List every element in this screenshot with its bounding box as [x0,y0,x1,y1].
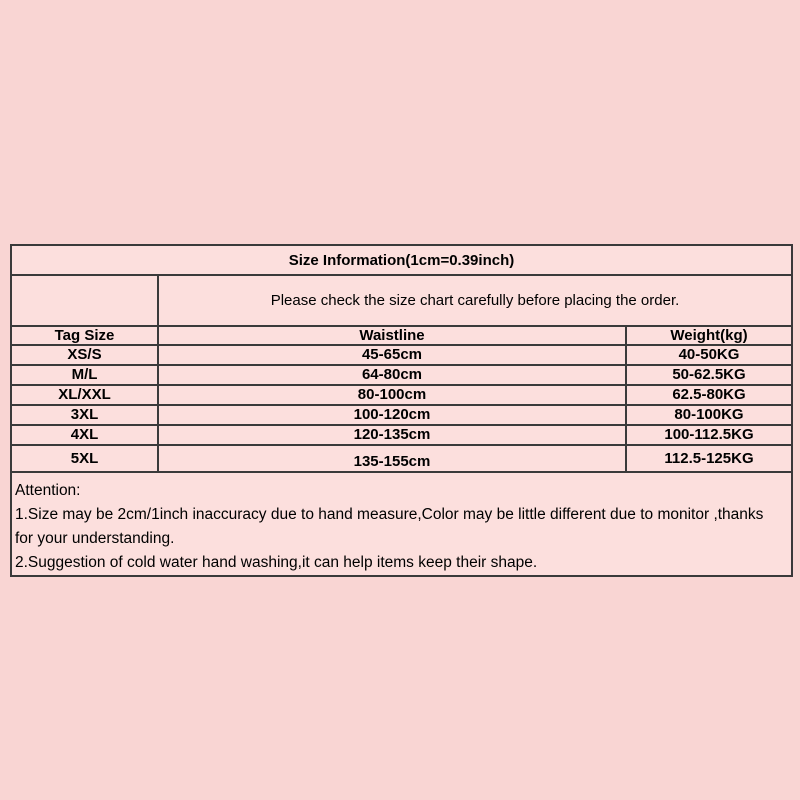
waistline-cell: 80-100cm [157,384,627,406]
header-row: Tag Size Waistline Weight(kg) [10,325,793,346]
weight-cell: 80-100KG [625,404,793,426]
size-row-xl-xxl: XL/XXL 80-100cm 62.5-80KG [10,384,793,406]
notice-text: Please check the size chart carefully be… [157,274,793,327]
weight-cell: 50-62.5KG [625,364,793,386]
tag-size-cell: M/L [10,364,159,386]
size-row-4xl: 4XL 120-135cm 100-112.5KG [10,424,793,446]
column-header-waistline: Waistline [157,325,627,346]
size-row-5xl: 5XL 135-155cm 112.5-125KG [10,444,793,473]
tag-size-cell: 4XL [10,424,159,446]
attention-line-2: 2.Suggestion of cold water hand washing,… [15,554,538,571]
tag-size-cell: XL/XXL [10,384,159,406]
tag-size-cell: 5XL [10,444,159,473]
weight-cell: 40-50KG [625,344,793,366]
column-header-weight: Weight(kg) [625,325,793,346]
waistline-cell: 100-120cm [157,404,627,426]
waistline-cell: 45-65cm [157,344,627,366]
attention-section: Attention: 1.Size may be 2cm/1inch inacc… [10,471,793,577]
notice-row: Please check the size chart carefully be… [10,274,793,327]
tag-size-cell: XS/S [10,344,159,366]
attention-row: Attention: 1.Size may be 2cm/1inch inacc… [10,471,793,577]
waistline-cell: 135-155cm [157,444,627,473]
size-information-table: Size Information(1cm=0.39inch) Please ch… [10,244,793,577]
attention-heading: Attention: [15,482,81,499]
weight-cell: 62.5-80KG [625,384,793,406]
tag-size-cell: 3XL [10,404,159,426]
empty-cell [10,274,159,327]
waistline-cell: 120-135cm [157,424,627,446]
waistline-cell: 64-80cm [157,364,627,386]
column-header-tag-size: Tag Size [10,325,159,346]
size-row-xs-s: XS/S 45-65cm 40-50KG [10,344,793,366]
table-title: Size Information(1cm=0.39inch) [10,244,793,276]
attention-line-1: 1.Size may be 2cm/1inch inaccuracy due t… [15,506,764,547]
weight-cell: 100-112.5KG [625,424,793,446]
weight-cell: 112.5-125KG [625,444,793,473]
size-row-m-l: M/L 64-80cm 50-62.5KG [10,364,793,386]
size-row-3xl: 3XL 100-120cm 80-100KG [10,404,793,426]
title-row: Size Information(1cm=0.39inch) [10,244,793,276]
